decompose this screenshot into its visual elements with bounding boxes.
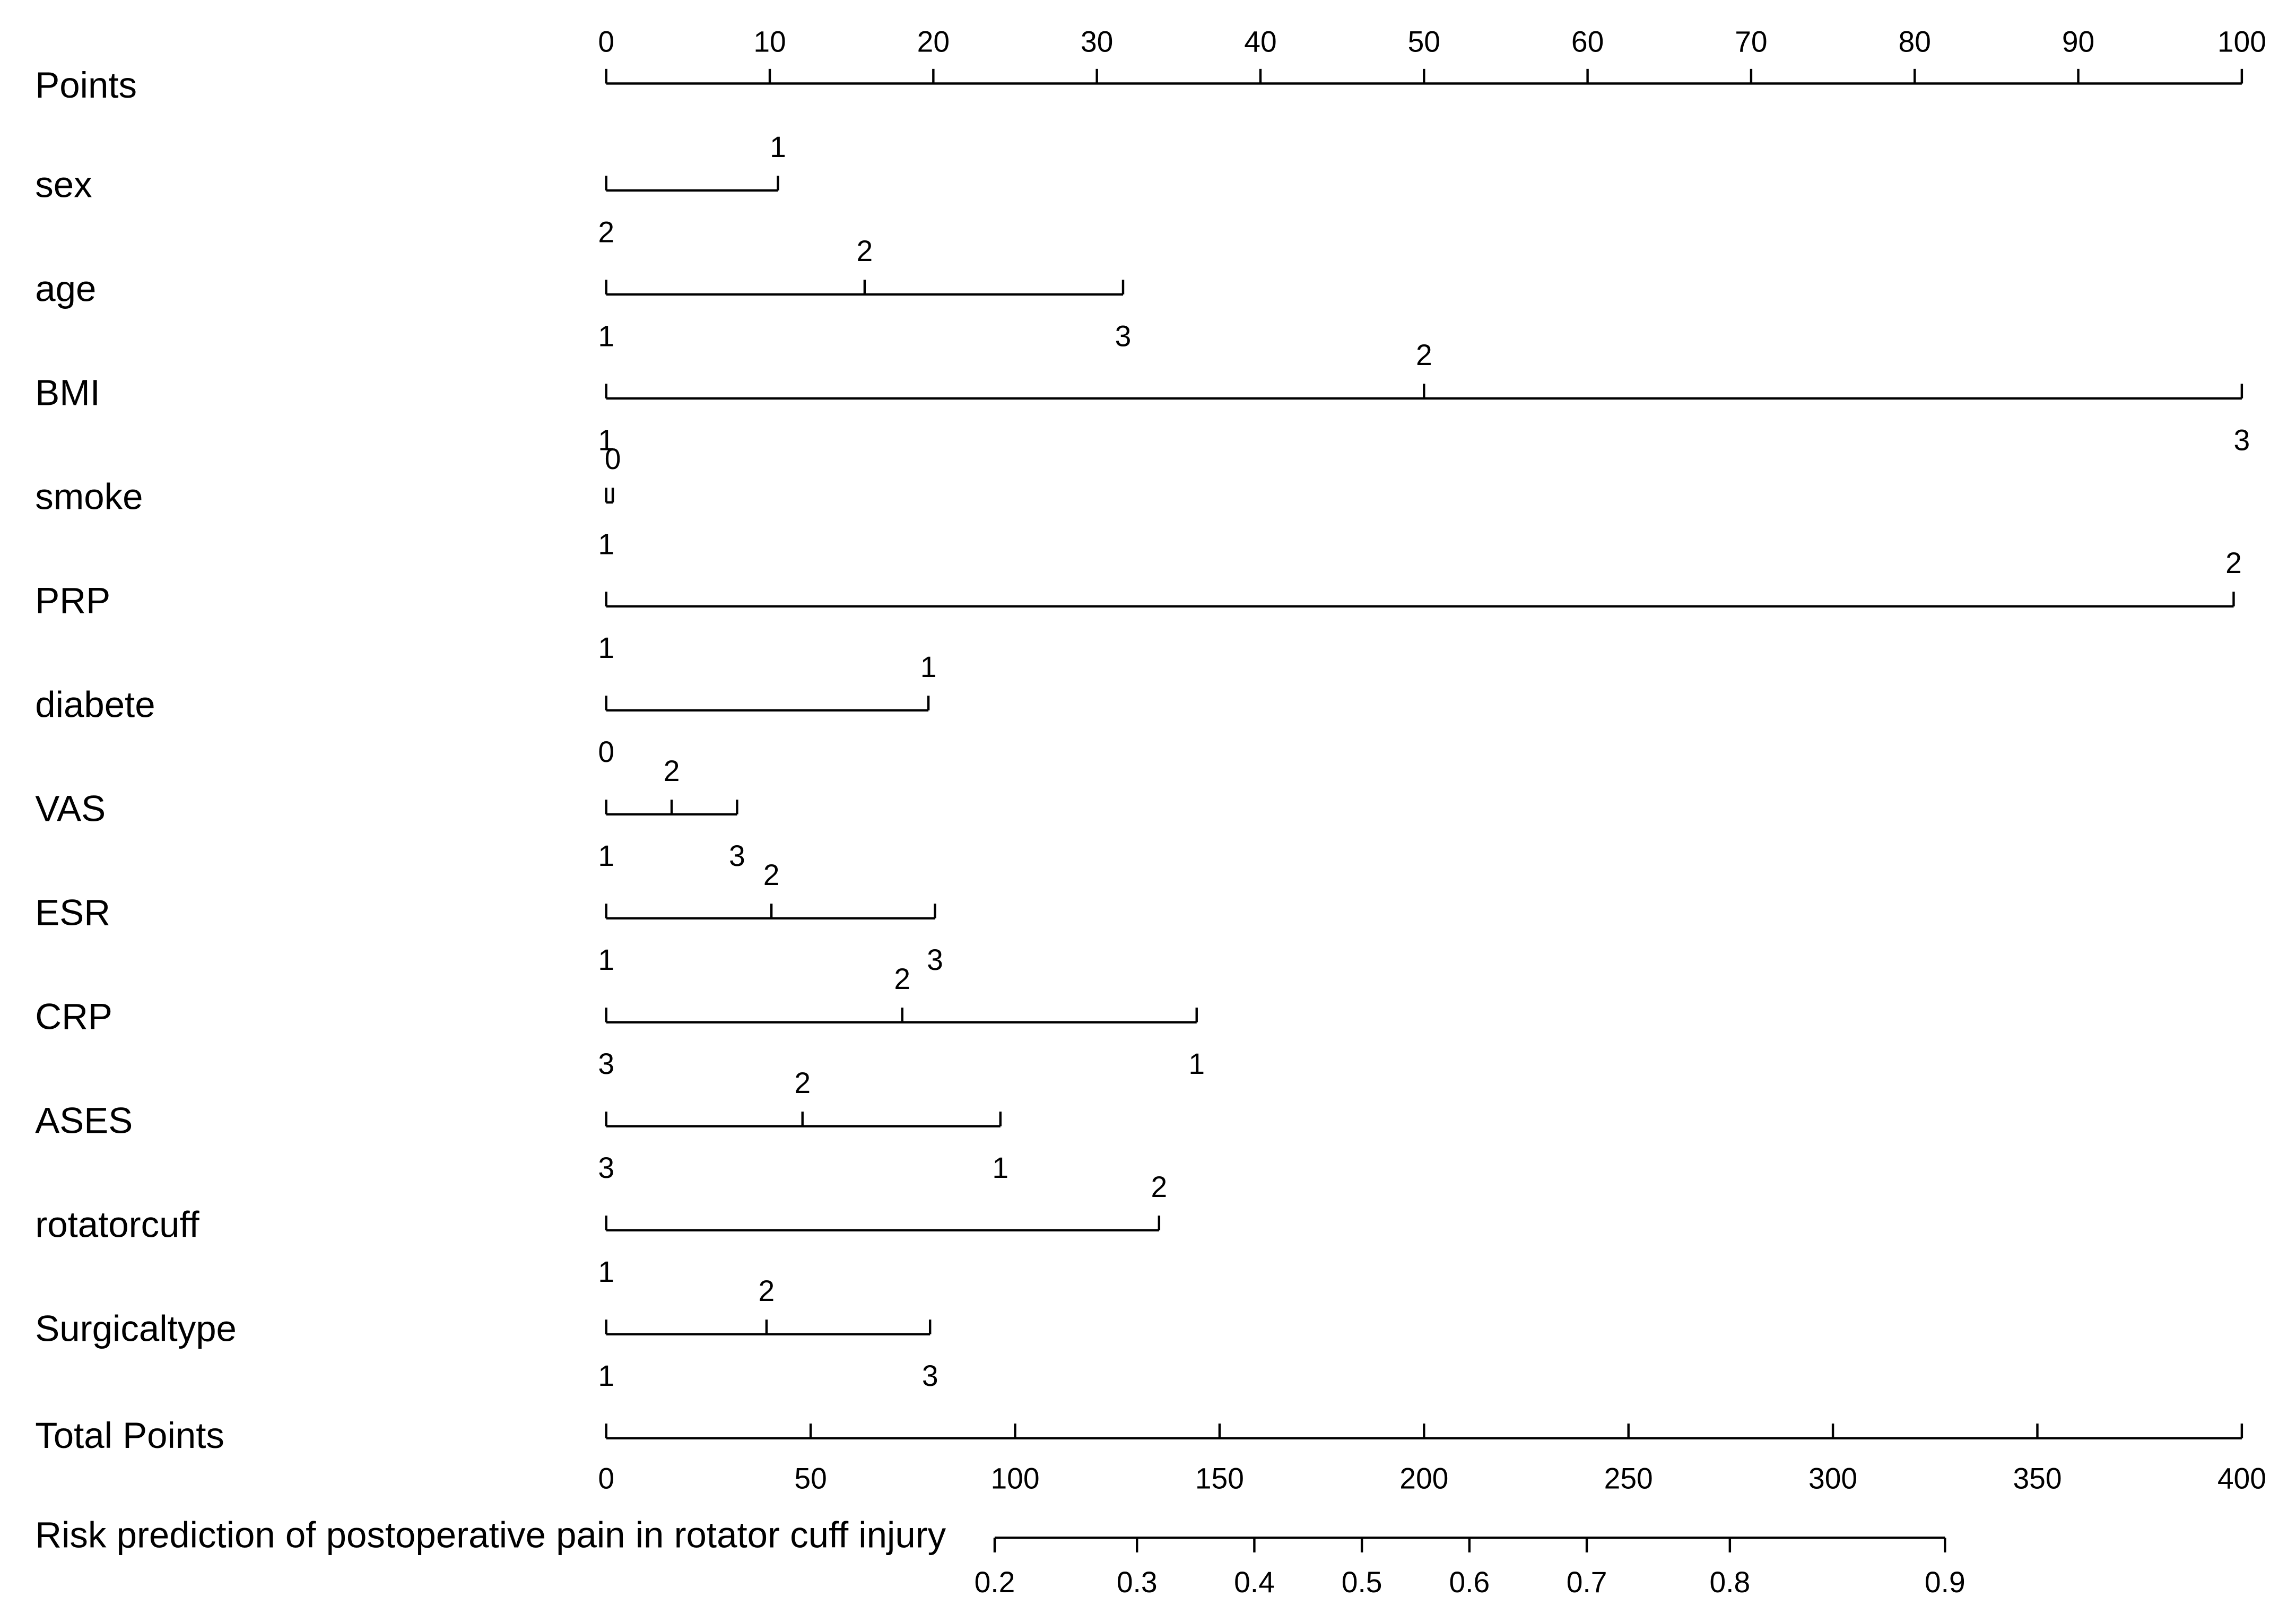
tick-label: 300 [1808, 1462, 1857, 1495]
level-label: 0 [605, 442, 621, 475]
axis-label: Risk prediction of postoperative pain in… [35, 1515, 946, 1556]
tick-label: 0.3 [1117, 1566, 1158, 1599]
tick-label: 350 [2013, 1462, 2062, 1495]
variable-label: sex [35, 164, 92, 205]
level-label: 3 [1115, 319, 1132, 352]
level-label: 1 [920, 650, 937, 683]
level-label: 1 [598, 631, 614, 664]
level-label: 2 [2225, 546, 2242, 579]
level-label: 1 [598, 839, 614, 872]
level-label: 2 [1416, 339, 1432, 371]
tick-label: 0.6 [1449, 1566, 1490, 1599]
level-label: 2 [763, 858, 780, 891]
level-label: 3 [2234, 423, 2250, 456]
level-label: 2 [1151, 1170, 1167, 1203]
axis-label: Points [35, 65, 137, 106]
level-label: 2 [664, 754, 680, 787]
variable-label: BMI [35, 372, 100, 413]
variable-label: PRP [35, 580, 110, 621]
tick-label: 30 [1081, 25, 1113, 58]
level-label: 2 [894, 962, 910, 995]
level-label: 3 [598, 1151, 614, 1184]
variable-label: age [35, 268, 96, 309]
level-label: 3 [927, 943, 943, 976]
tick-label: 0.8 [1709, 1566, 1750, 1599]
tick-label: 100 [990, 1462, 1039, 1495]
variable-label: VAS [35, 788, 106, 829]
tick-label: 0.4 [1234, 1566, 1275, 1599]
level-label: 1 [598, 527, 614, 560]
level-label: 1 [598, 1255, 614, 1288]
variable-label: smoke [35, 476, 143, 517]
level-label: 1 [598, 1359, 614, 1392]
tick-label: 50 [1408, 25, 1440, 58]
tick-label: 80 [1899, 25, 1931, 58]
level-label: 1 [770, 131, 786, 163]
tick-label: 200 [1399, 1462, 1448, 1495]
tick-label: 90 [2062, 25, 2094, 58]
level-label: 1 [598, 423, 614, 456]
level-label: 3 [922, 1359, 938, 1392]
axis-label: Total Points [35, 1415, 224, 1456]
level-label: 2 [794, 1066, 811, 1099]
level-label: 1 [1188, 1047, 1205, 1080]
level-label: 2 [857, 235, 873, 267]
tick-label: 0.7 [1567, 1566, 1607, 1599]
tick-label: 0 [598, 25, 614, 58]
tick-label: 0.5 [1342, 1566, 1382, 1599]
tick-label: 50 [794, 1462, 827, 1495]
level-label: 2 [598, 215, 614, 248]
level-label: 3 [729, 839, 745, 872]
variable-label: CRP [35, 996, 112, 1037]
tick-label: 250 [1604, 1462, 1653, 1495]
tick-label: 150 [1195, 1462, 1244, 1495]
variable-label: ASES [35, 1100, 133, 1141]
tick-label: 0 [598, 1462, 614, 1495]
variable-label: diabete [35, 684, 155, 725]
level-label: 1 [598, 319, 614, 352]
variable-label: Surgicaltype [35, 1308, 237, 1349]
tick-label: 10 [753, 25, 786, 58]
level-label: 2 [759, 1274, 775, 1307]
tick-label: 20 [917, 25, 950, 58]
tick-label: 40 [1244, 25, 1276, 58]
level-label: 3 [598, 1047, 614, 1080]
tick-label: 60 [1571, 25, 1604, 58]
variable-label: ESR [35, 892, 110, 933]
level-label: 0 [598, 735, 614, 768]
level-label: 1 [598, 943, 614, 976]
tick-label: 100 [2217, 25, 2266, 58]
tick-label: 0.9 [1925, 1566, 1965, 1599]
tick-label: 0.2 [975, 1566, 1015, 1599]
variable-label: rotatorcuff [35, 1204, 199, 1245]
tick-label: 400 [2217, 1462, 2266, 1495]
level-label: 1 [992, 1151, 1008, 1184]
tick-label: 70 [1735, 25, 1767, 58]
